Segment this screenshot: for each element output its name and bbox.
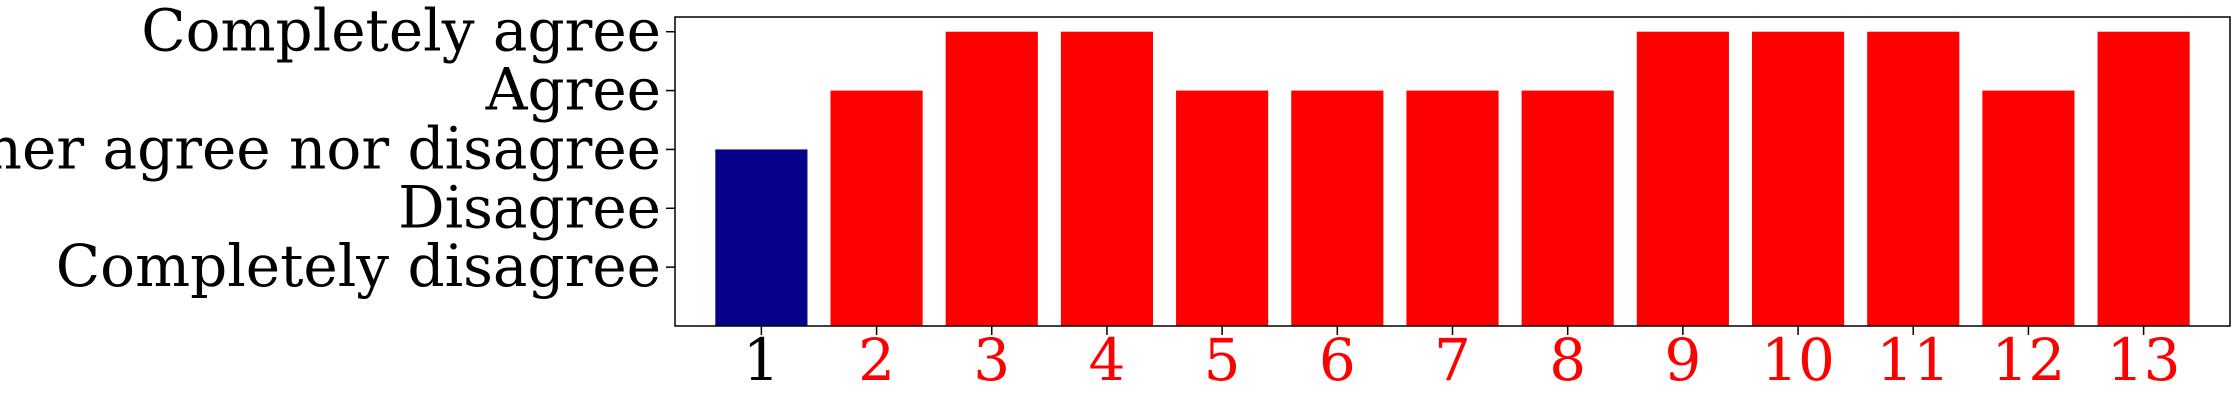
y-tick-label: Completely disagree [56, 232, 661, 300]
y-tick-label: Agree [485, 56, 661, 124]
x-tick-label-8: 8 [1549, 326, 1586, 394]
bar-8 [1521, 90, 1614, 326]
x-tick-label-7: 7 [1434, 326, 1471, 394]
x-tick-label-13: 13 [2107, 326, 2181, 394]
bar-10 [1751, 31, 1845, 326]
x-tick-label-3: 3 [973, 326, 1010, 394]
x-tick-label-2: 2 [858, 326, 895, 394]
bar-3 [945, 31, 1038, 326]
bar-13 [2097, 31, 2190, 326]
y-axis: Completely disagreeDisagreeNeither agree… [0, 0, 675, 300]
bar-6 [1291, 90, 1384, 326]
x-tick-label-4: 4 [1088, 326, 1125, 394]
x-tick-label-11: 11 [1876, 326, 1950, 394]
bar-7 [1406, 90, 1499, 326]
x-tick-label-12: 12 [1992, 326, 2066, 394]
bar-1 [715, 149, 808, 326]
y-tick-label: Completely agree [141, 0, 661, 65]
y-tick-label: Neither agree nor disagree [0, 114, 661, 182]
x-axis: 1 2 3 4 5 6 7 8 9 10 11 12 13 [743, 326, 2181, 394]
x-tick-label-9: 9 [1664, 326, 1701, 394]
bar-9 [1636, 31, 1729, 326]
bar-2 [830, 90, 923, 326]
bar-11 [1867, 31, 1960, 326]
plot-frame [674, 16, 2231, 327]
y-tick-label: Disagree [398, 173, 661, 241]
bar-12 [1982, 90, 2075, 326]
bar-5 [1176, 90, 1269, 326]
bar-4 [1060, 31, 1154, 326]
x-tick-label-1: 1 [743, 326, 780, 394]
x-tick-label-10: 10 [1761, 326, 1835, 394]
x-tick-label-6: 6 [1319, 326, 1356, 394]
bars-group [715, 31, 2190, 326]
x-tick-label-5: 5 [1204, 326, 1241, 394]
